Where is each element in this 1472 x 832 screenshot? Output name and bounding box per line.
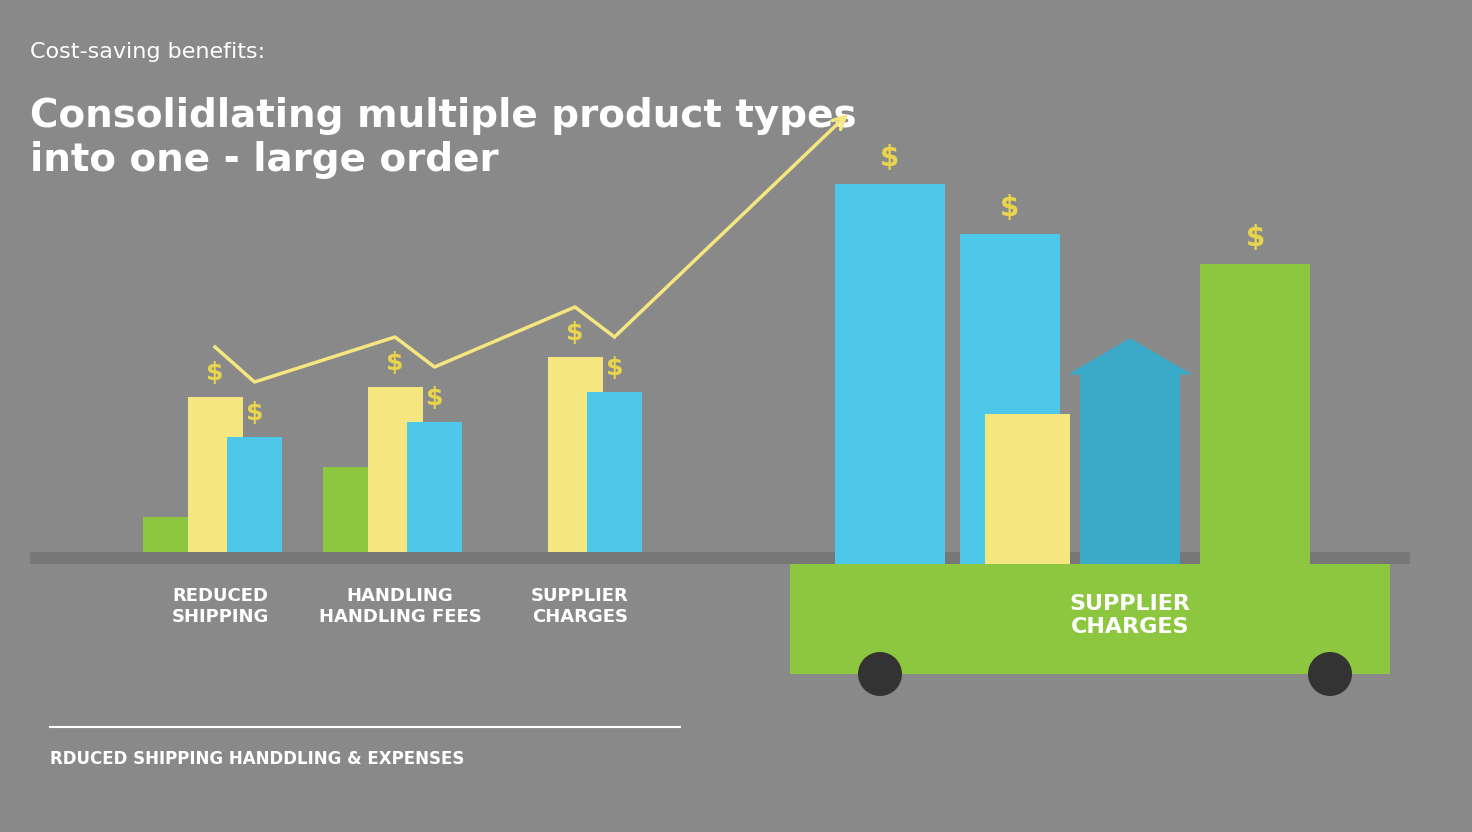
Text: Consolidlating multiple product types
into one - large order: Consolidlating multiple product types in… (29, 97, 857, 179)
Bar (835, 184, 945, 564)
Text: REDUCED
SHIPPING: REDUCED SHIPPING (171, 587, 269, 626)
Bar (548, 357, 602, 552)
Text: $: $ (425, 386, 443, 410)
Text: SUPPLIER
CHARGES: SUPPLIER CHARGES (531, 587, 629, 626)
Circle shape (858, 652, 902, 696)
Text: $: $ (1001, 194, 1020, 222)
Text: $: $ (606, 356, 623, 380)
FancyBboxPatch shape (790, 564, 1390, 674)
Circle shape (1309, 652, 1351, 696)
Text: $: $ (567, 321, 584, 345)
Bar (960, 234, 1060, 564)
Text: $: $ (246, 401, 263, 425)
Polygon shape (1070, 339, 1189, 374)
Bar (227, 437, 283, 552)
Bar (1080, 374, 1181, 564)
Text: $: $ (880, 144, 899, 172)
Text: RDUCED SHIPPING HANDDLING & EXPENSES: RDUCED SHIPPING HANDDLING & EXPENSES (50, 750, 464, 768)
Bar (368, 387, 422, 552)
Text: $: $ (206, 361, 224, 385)
Bar (322, 467, 378, 552)
Bar (406, 422, 462, 552)
Bar (985, 414, 1070, 564)
Text: SUPPLIER
CHARGES: SUPPLIER CHARGES (1070, 594, 1191, 637)
Bar (1200, 264, 1310, 564)
Bar (29, 552, 1410, 564)
Text: $: $ (1245, 224, 1264, 252)
Bar (587, 392, 642, 552)
Text: Cost-saving benefits:: Cost-saving benefits: (29, 42, 265, 62)
Bar (187, 397, 243, 552)
Text: $: $ (386, 351, 403, 375)
Bar (143, 517, 199, 552)
Text: HANDLING
HANDLING FEES: HANDLING HANDLING FEES (318, 587, 481, 626)
